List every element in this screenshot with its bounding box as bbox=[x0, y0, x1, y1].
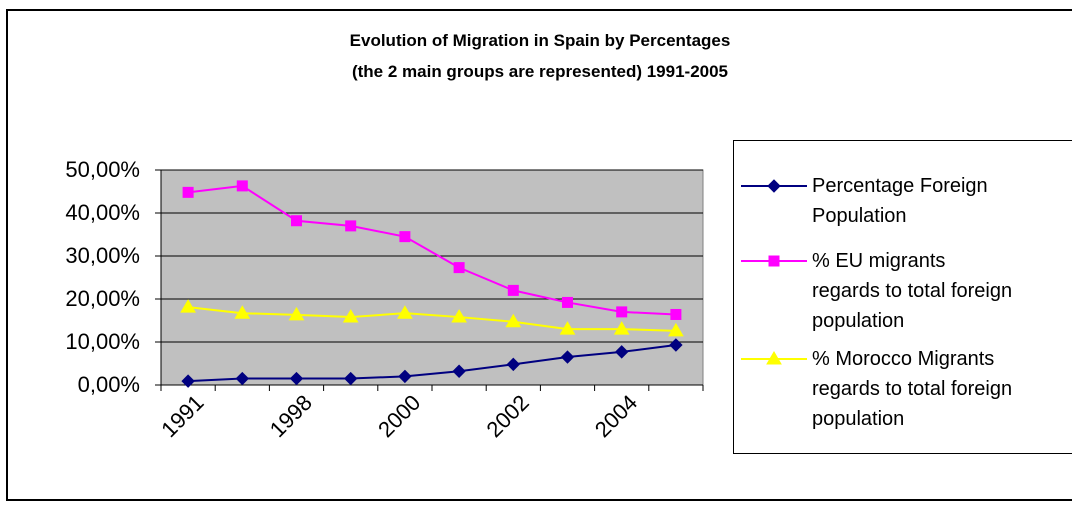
marker bbox=[506, 357, 521, 372]
marker bbox=[398, 369, 412, 384]
marker bbox=[670, 308, 682, 320]
marker bbox=[236, 180, 248, 192]
marker bbox=[181, 374, 195, 388]
legend-label: % EU migrants regards to total foreign p… bbox=[812, 250, 1013, 332]
marker bbox=[668, 322, 684, 337]
y-tick-label: 0,00% bbox=[78, 372, 140, 397]
marker bbox=[452, 364, 466, 378]
marker bbox=[235, 371, 250, 386]
marker bbox=[453, 262, 465, 274]
marker bbox=[291, 215, 302, 227]
marker bbox=[451, 309, 467, 323]
y-tick-label: 40,00% bbox=[65, 200, 140, 225]
marker bbox=[766, 351, 782, 365]
marker bbox=[613, 321, 630, 335]
marker bbox=[768, 255, 780, 267]
marker bbox=[669, 338, 683, 352]
marker bbox=[182, 186, 194, 198]
legend-swatch bbox=[741, 179, 807, 193]
chart-subtitle: (the 2 main groups are represented) 1991… bbox=[352, 62, 728, 81]
legend-label: % Morocco Migrants regards to total fore… bbox=[812, 348, 1013, 430]
legend: Percentage Foreign Population % EU migran… bbox=[733, 140, 1072, 454]
marker bbox=[560, 350, 575, 364]
series-line bbox=[187, 184, 676, 316]
marker bbox=[234, 305, 251, 319]
legend-swatch bbox=[741, 351, 807, 365]
legend-label: Percentage Foreign Population bbox=[812, 175, 988, 227]
marker bbox=[397, 305, 413, 319]
marker bbox=[289, 371, 304, 386]
marker bbox=[505, 313, 522, 328]
marker bbox=[562, 296, 573, 308]
marker bbox=[180, 299, 196, 313]
marker bbox=[342, 309, 359, 323]
marker bbox=[399, 231, 411, 243]
y-tick-label: 20,00% bbox=[65, 286, 140, 311]
marker bbox=[507, 284, 519, 296]
series-line bbox=[188, 344, 677, 383]
marker bbox=[345, 220, 357, 232]
marker bbox=[614, 345, 629, 359]
series-line bbox=[187, 306, 676, 332]
chart-title: Evolution of Migration in Spain by Perce… bbox=[350, 31, 731, 50]
legend-swatch bbox=[741, 255, 807, 267]
y-tick-label: 30,00% bbox=[65, 243, 140, 268]
marker bbox=[288, 306, 305, 321]
marker bbox=[343, 371, 358, 386]
marker bbox=[559, 321, 576, 335]
marker bbox=[616, 306, 628, 318]
y-tick-label: 10,00% bbox=[65, 329, 140, 354]
marker bbox=[767, 179, 781, 193]
y-tick-label: 50,00% bbox=[65, 157, 140, 182]
